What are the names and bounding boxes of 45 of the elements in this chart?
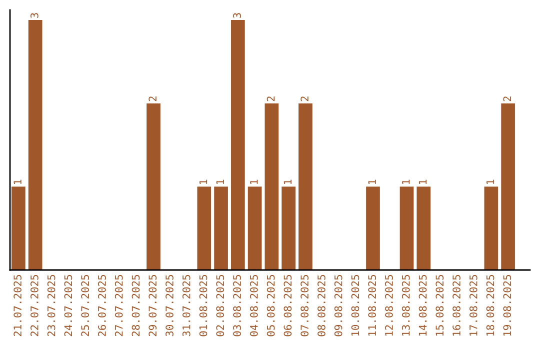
- data-label: 1: [216, 180, 224, 184]
- x-tick-label: 04.08.2025: [250, 275, 258, 336]
- x-tick-label: 28.07.2025: [132, 275, 140, 336]
- x-tick-label: 19.08.2025: [503, 275, 512, 336]
- x-tick-label: 21.07.2025: [14, 275, 22, 336]
- x-tick-label: 14.08.2025: [418, 275, 427, 336]
- x-tick-label: 10.08.2025: [351, 275, 360, 336]
- data-label: 1: [14, 180, 22, 184]
- data-label: 2: [503, 96, 511, 102]
- x-tick-label: 01.08.2025: [199, 275, 208, 336]
- data-label: 1: [284, 180, 292, 184]
- x-tick-label: 25.07.2025: [81, 275, 90, 336]
- x-tick-label: 02.08.2025: [216, 275, 224, 336]
- data-label: 1: [250, 180, 258, 184]
- x-tick-label: 27.07.2025: [114, 275, 123, 336]
- data-label: 1: [486, 180, 494, 184]
- x-tick-label: 26.07.2025: [98, 275, 106, 336]
- x-tick-label: 17.08.2025: [469, 275, 478, 336]
- data-label: 1: [368, 180, 376, 184]
- x-tick-label: 23.07.2025: [47, 275, 56, 336]
- data-label: 1: [402, 180, 410, 184]
- data-label: 1: [418, 180, 427, 184]
- x-tick-label: 12.08.2025: [385, 275, 393, 336]
- x-tick-label: 22.07.2025: [30, 275, 38, 336]
- x-tick-label: 18.08.2025: [486, 275, 494, 336]
- x-tick-label: 11.08.2025: [368, 275, 376, 336]
- x-tick-label: 15.08.2025: [436, 275, 444, 336]
- x-tick-label: 31.07.2025: [182, 275, 190, 336]
- x-tick-label: 30.07.2025: [166, 275, 174, 336]
- x-tick-label: 03.08.2025: [233, 275, 241, 336]
- data-label: 2: [300, 96, 308, 102]
- x-tick-label: 13.08.2025: [402, 275, 410, 336]
- x-tick-label: 29.07.2025: [148, 275, 157, 336]
- x-tick-label: 09.08.2025: [334, 275, 342, 336]
- x-tick-label: 06.08.2025: [284, 275, 292, 336]
- x-tick-label: 05.08.2025: [266, 275, 275, 336]
- x-tick-label: 08.08.2025: [318, 275, 326, 336]
- x-tick-label: 16.08.2025: [452, 275, 460, 336]
- x-tick-label: 24.07.2025: [64, 275, 72, 336]
- data-label: 3: [30, 13, 38, 18]
- data-label: 3: [233, 13, 241, 18]
- data-label: 2: [148, 96, 156, 102]
- data-label: 1: [199, 180, 208, 184]
- x-tick-label: 07.08.2025: [300, 275, 309, 336]
- data-label: 2: [266, 96, 275, 102]
